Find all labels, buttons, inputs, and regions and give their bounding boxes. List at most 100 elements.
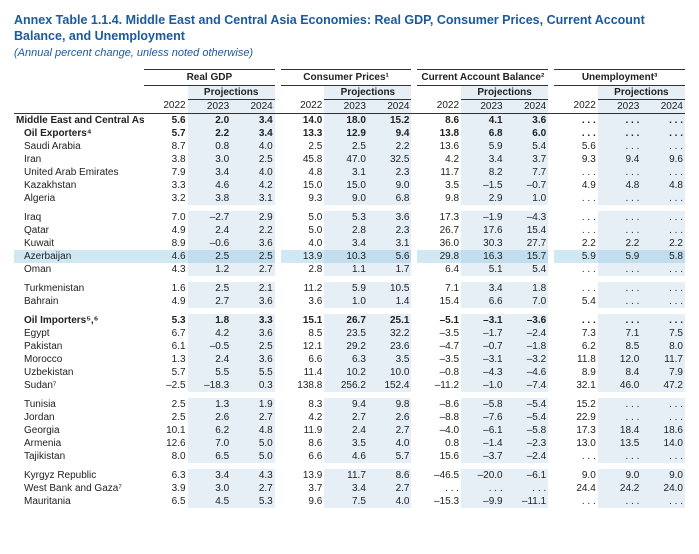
row-label: Iran — [14, 153, 144, 166]
year-header: 2022 — [281, 99, 325, 113]
cell: –1.5 — [461, 179, 505, 192]
row-label: Turkmenistan — [14, 282, 144, 295]
cell: 1.0 — [505, 192, 549, 205]
cell: –46.5 — [417, 469, 461, 482]
cell: 5.4 — [505, 140, 549, 153]
cell: 32.1 — [554, 379, 598, 392]
cell: –0.6 — [188, 237, 232, 250]
cell: 11.7 — [324, 469, 368, 482]
cell: 2.7 — [324, 411, 368, 424]
cell: 1.1 — [324, 263, 368, 276]
row-label: Jordan — [14, 411, 144, 424]
cell: 2.9 — [231, 211, 275, 224]
row-label: West Bank and Gaza⁷ — [14, 482, 144, 495]
cell: 9.0 — [598, 469, 642, 482]
table-row: Bahrain4.92.73.63.61.01.415.46.67.05.4. … — [14, 295, 685, 308]
cell: 3.7 — [505, 153, 549, 166]
cell: 17.3 — [554, 424, 598, 437]
cell: 3.1 — [324, 166, 368, 179]
cell: 2.4 — [188, 353, 232, 366]
cell: 1.8 — [505, 282, 549, 295]
cell: 5.0 — [231, 450, 275, 463]
cell: 13.6 — [417, 140, 461, 153]
cell: 4.8 — [231, 424, 275, 437]
cell: 4.2 — [188, 327, 232, 340]
cell: 5.0 — [281, 211, 325, 224]
cell: 3.5 — [417, 179, 461, 192]
cell: 4.8 — [281, 166, 325, 179]
cell: 9.0 — [368, 179, 412, 192]
column-group-current-account: Current Account Balance² — [417, 69, 548, 85]
cell: . . . — [598, 314, 642, 327]
cell: 5.5 — [188, 366, 232, 379]
cell: –3.1 — [461, 314, 505, 327]
cell: 12.1 — [281, 340, 325, 353]
cell: 9.4 — [324, 398, 368, 411]
cell: . . . — [598, 450, 642, 463]
cell: 7.0 — [188, 437, 232, 450]
cell: 2.2 — [188, 127, 232, 140]
cell: 15.1 — [281, 314, 325, 327]
cell: –1.9 — [461, 211, 505, 224]
table-row: Kyrgyz Republic6.33.44.313.911.78.6–46.5… — [14, 469, 685, 482]
cell: 2.6 — [188, 411, 232, 424]
row-label: Tajikistan — [14, 450, 144, 463]
cell: –15.3 — [417, 495, 461, 508]
cell: 256.2 — [324, 379, 368, 392]
cell: 26.7 — [417, 224, 461, 237]
cell: 3.8 — [144, 153, 188, 166]
cell: . . . — [554, 263, 598, 276]
cell: 5.9 — [461, 140, 505, 153]
cell: 13.9 — [281, 250, 325, 263]
cell: . . . — [641, 314, 685, 327]
table-row: Morocco1.32.43.66.66.33.5–3.5–3.1–3.211.… — [14, 353, 685, 366]
cell: 2.5 — [144, 398, 188, 411]
cell: –4.3 — [461, 366, 505, 379]
cell: –5.1 — [417, 314, 461, 327]
row-label: Kyrgyz Republic — [14, 469, 144, 482]
cell: –3.1 — [461, 353, 505, 366]
cell: –2.4 — [505, 327, 549, 340]
cell: 2.6 — [368, 411, 412, 424]
table-row: Iraq7.0–2.72.95.05.33.617.3–1.9–4.3. . .… — [14, 211, 685, 224]
cell: 5.8 — [641, 250, 685, 263]
data-table: Real GDP Consumer Prices¹ Current Accoun… — [14, 69, 685, 508]
cell: 9.0 — [554, 469, 598, 482]
cell: 152.4 — [368, 379, 412, 392]
table-row: Mauritania6.54.55.39.67.54.0–15.3–9.9–11… — [14, 495, 685, 508]
cell: 11.4 — [281, 366, 325, 379]
cell: 9.0 — [641, 469, 685, 482]
table-row: Jordan2.52.62.74.22.72.6–8.8–7.6–5.422.9… — [14, 411, 685, 424]
cell: 4.9 — [144, 224, 188, 237]
year-header: 2024 — [231, 99, 275, 113]
cell: 2.7 — [231, 482, 275, 495]
cell: 3.4 — [188, 469, 232, 482]
cell: 11.8 — [554, 353, 598, 366]
cell: 45.8 — [281, 153, 325, 166]
cell: 13.3 — [281, 127, 325, 140]
cell: –7.6 — [461, 411, 505, 424]
cell: 9.3 — [554, 153, 598, 166]
cell: –3.7 — [461, 450, 505, 463]
cell: . . . — [554, 224, 598, 237]
cell: 2.5 — [188, 282, 232, 295]
cell: 4.9 — [144, 295, 188, 308]
cell: . . . — [461, 482, 505, 495]
cell: 3.0 — [188, 153, 232, 166]
table-row: Kazakhstan3.34.64.215.015.09.03.5–1.5–0.… — [14, 179, 685, 192]
table-row: Middle East and Central Asia5.62.03.414.… — [14, 113, 685, 127]
cell: –2.4 — [505, 450, 549, 463]
row-label: Pakistan — [14, 340, 144, 353]
cell: 3.5 — [368, 353, 412, 366]
cell: –2.5 — [144, 379, 188, 392]
table-row: Iran3.83.02.545.847.032.54.23.43.79.39.4… — [14, 153, 685, 166]
cell: 9.3 — [281, 192, 325, 205]
cell: 2.5 — [144, 411, 188, 424]
cell: 32.2 — [368, 327, 412, 340]
cell: . . . — [641, 263, 685, 276]
table-row: Algeria3.23.83.19.39.06.89.82.91.0. . ..… — [14, 192, 685, 205]
cell: 7.3 — [554, 327, 598, 340]
year-header: 2022 — [144, 99, 188, 113]
row-label: Tunisia — [14, 398, 144, 411]
table-row: Sudan⁷–2.5–18.30.3138.8256.2152.4–11.2–1… — [14, 379, 685, 392]
